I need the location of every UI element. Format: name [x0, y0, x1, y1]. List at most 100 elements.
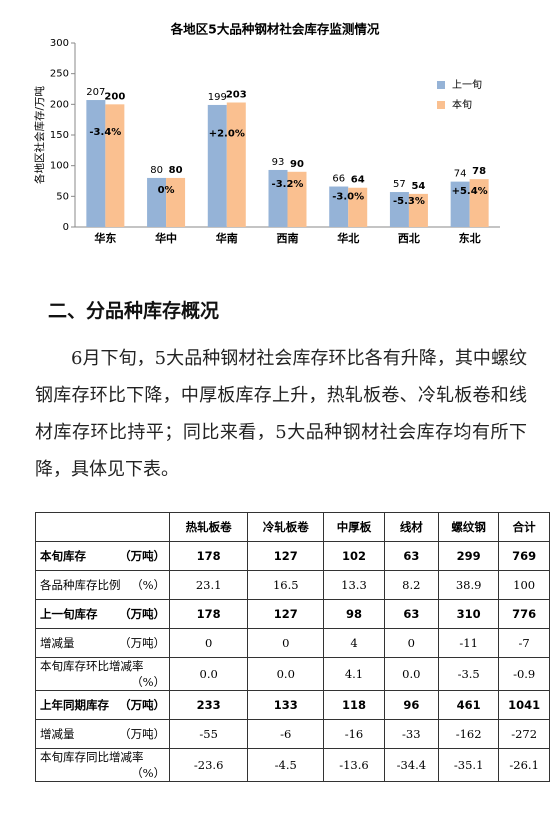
- table-cell: 4.1: [323, 657, 385, 691]
- section-heading: 二、分品种库存概况: [48, 300, 220, 322]
- row-unit: （%）: [131, 578, 166, 592]
- header-cell: 中厚板: [323, 512, 385, 542]
- table-cell: 0: [383, 628, 440, 658]
- legend-swatch: [437, 101, 445, 109]
- bar: [329, 186, 349, 227]
- table-cell: -35.1: [437, 748, 500, 782]
- change-label: -3.2%: [272, 179, 304, 190]
- x-tick-label: 东北: [459, 231, 481, 245]
- table-row: 增减量 （万吨） -55 -6 -16 -33 -162 -272: [34, 719, 550, 749]
- table-row: 上一旬库存 （万吨） 178 127 98 63 310 776: [34, 599, 550, 629]
- row-label-cell: 上一旬库存 （万吨）: [34, 599, 171, 629]
- row-label-cell: 本旬库存同比增减率 （%）: [34, 748, 171, 782]
- inventory-table: 热轧板卷 冷轧板卷 中厚板 线材 螺纹钢 合计 本旬库存 （万吨） 178 127 102 63 299…: [34, 512, 550, 782]
- y-tick-label: 250: [50, 69, 69, 80]
- row-label: 上年同期库存: [40, 698, 109, 712]
- change-label: -3.0%: [332, 192, 364, 203]
- table-cell: 98: [323, 599, 385, 629]
- table-cell: 178: [169, 599, 249, 629]
- data-label: 199: [208, 92, 227, 103]
- table-cell: 23.1: [169, 570, 249, 600]
- row-label-cell: 各品种库存比例 （%）: [34, 570, 171, 600]
- table-cell: -11: [437, 628, 500, 658]
- table-cell: -6: [247, 719, 325, 749]
- table-cell: -23.6: [169, 748, 249, 782]
- bar: [287, 171, 307, 227]
- bar: [147, 177, 167, 227]
- x-tick-label: 华南: [216, 231, 238, 245]
- row-label: 增减量: [40, 727, 75, 741]
- row-unit: （万吨）: [119, 607, 166, 621]
- x-tick-label: 西北: [398, 231, 420, 245]
- table-cell: -272: [498, 719, 550, 749]
- data-label: 66: [332, 174, 345, 185]
- data-label: 80: [169, 165, 183, 176]
- row-label-cell: 上年同期库存 （万吨）: [34, 690, 171, 720]
- data-label: 54: [411, 181, 425, 192]
- table-cell: -33: [383, 719, 440, 749]
- table-cell: 127: [247, 541, 325, 571]
- table-cell: 310: [437, 599, 500, 629]
- table-cell: 1041: [498, 690, 550, 720]
- row-label: 本旬库存同比增减率: [40, 750, 144, 764]
- bar: [166, 177, 186, 227]
- table-cell: -55: [169, 719, 249, 749]
- header-cell: 线材: [383, 512, 440, 542]
- header-cell: 合计: [498, 512, 550, 542]
- row-unit: （万吨）: [119, 727, 166, 741]
- row-label: 增减量: [40, 636, 75, 650]
- table-cell: 8.2: [383, 570, 440, 600]
- y-tick-label: 200: [50, 99, 69, 110]
- table-cell: 133: [247, 690, 325, 720]
- header-row: 热轧板卷 冷轧板卷 中厚板 线材 螺纹钢 合计: [34, 512, 550, 542]
- bar: [348, 187, 368, 227]
- table-cell: 0: [169, 628, 249, 658]
- table-row: 本旬库存环比增减率 （%） 0.0 0.0 4.1 0.0 -3.5 -0.9: [34, 657, 550, 691]
- table-cell: 63: [383, 599, 440, 629]
- row-label: 上一旬库存: [40, 607, 98, 621]
- table-cell: 0.0: [383, 657, 440, 691]
- table-cell: -3.5: [437, 657, 500, 691]
- data-label: 90: [290, 159, 304, 170]
- table-cell: 0.0: [169, 657, 249, 691]
- y-tick-label: 150: [50, 130, 69, 141]
- bar: [450, 181, 470, 227]
- table-row: 上年同期库存 （万吨） 233 133 118 96 461 1041: [34, 690, 550, 720]
- table-cell: 127: [247, 599, 325, 629]
- row-label: 本旬库存环比增减率: [40, 659, 144, 673]
- table-row: 增减量 （万吨） 0 0 4 0 -11 -7: [34, 628, 550, 658]
- row-label-cell: 本旬库存 （万吨）: [34, 541, 171, 571]
- row-label: 本旬库存: [40, 549, 86, 563]
- bar: [86, 100, 106, 227]
- change-label: +2.0%: [209, 129, 245, 140]
- y-tick-label: 50: [56, 191, 69, 202]
- data-label: 80: [150, 165, 163, 176]
- change-label: -5.3%: [393, 196, 425, 207]
- bar: [207, 104, 227, 227]
- chart-title: 各地区5大品种钢材社会库存监测情况: [170, 22, 380, 37]
- data-label: 93: [272, 157, 285, 168]
- legend-label: 本旬: [452, 98, 472, 111]
- data-label: 74: [454, 169, 467, 180]
- data-label: 203: [226, 89, 247, 100]
- y-axis-label: 各地区社会库存/万吨: [33, 85, 46, 184]
- table-cell: 102: [323, 541, 385, 571]
- bar: [226, 102, 246, 227]
- header-cell: 热轧板卷: [169, 512, 249, 542]
- table-cell: 299: [437, 541, 500, 571]
- table-cell: 461: [437, 690, 500, 720]
- data-label: 78: [472, 166, 486, 177]
- table-cell: 0.0: [247, 657, 325, 691]
- table-cell: 0: [247, 628, 325, 658]
- table-cell: -4.5: [247, 748, 325, 782]
- bar: [268, 169, 288, 227]
- table-cell: 233: [169, 690, 249, 720]
- row-unit: （万吨）: [119, 698, 166, 712]
- table-cell: 178: [169, 541, 249, 571]
- table-cell: 63: [383, 541, 440, 571]
- table-row: 各品种库存比例 （%） 23.1 16.5 13.3 8.2 38.9 100: [34, 570, 550, 600]
- table-cell: -16: [323, 719, 385, 749]
- paragraph: 6月下旬，5大品种钢材社会库存环比各有升降，其中螺纹钢库存环比下降，中厚板库存上…: [35, 348, 527, 480]
- change-label: +5.4%: [452, 186, 488, 197]
